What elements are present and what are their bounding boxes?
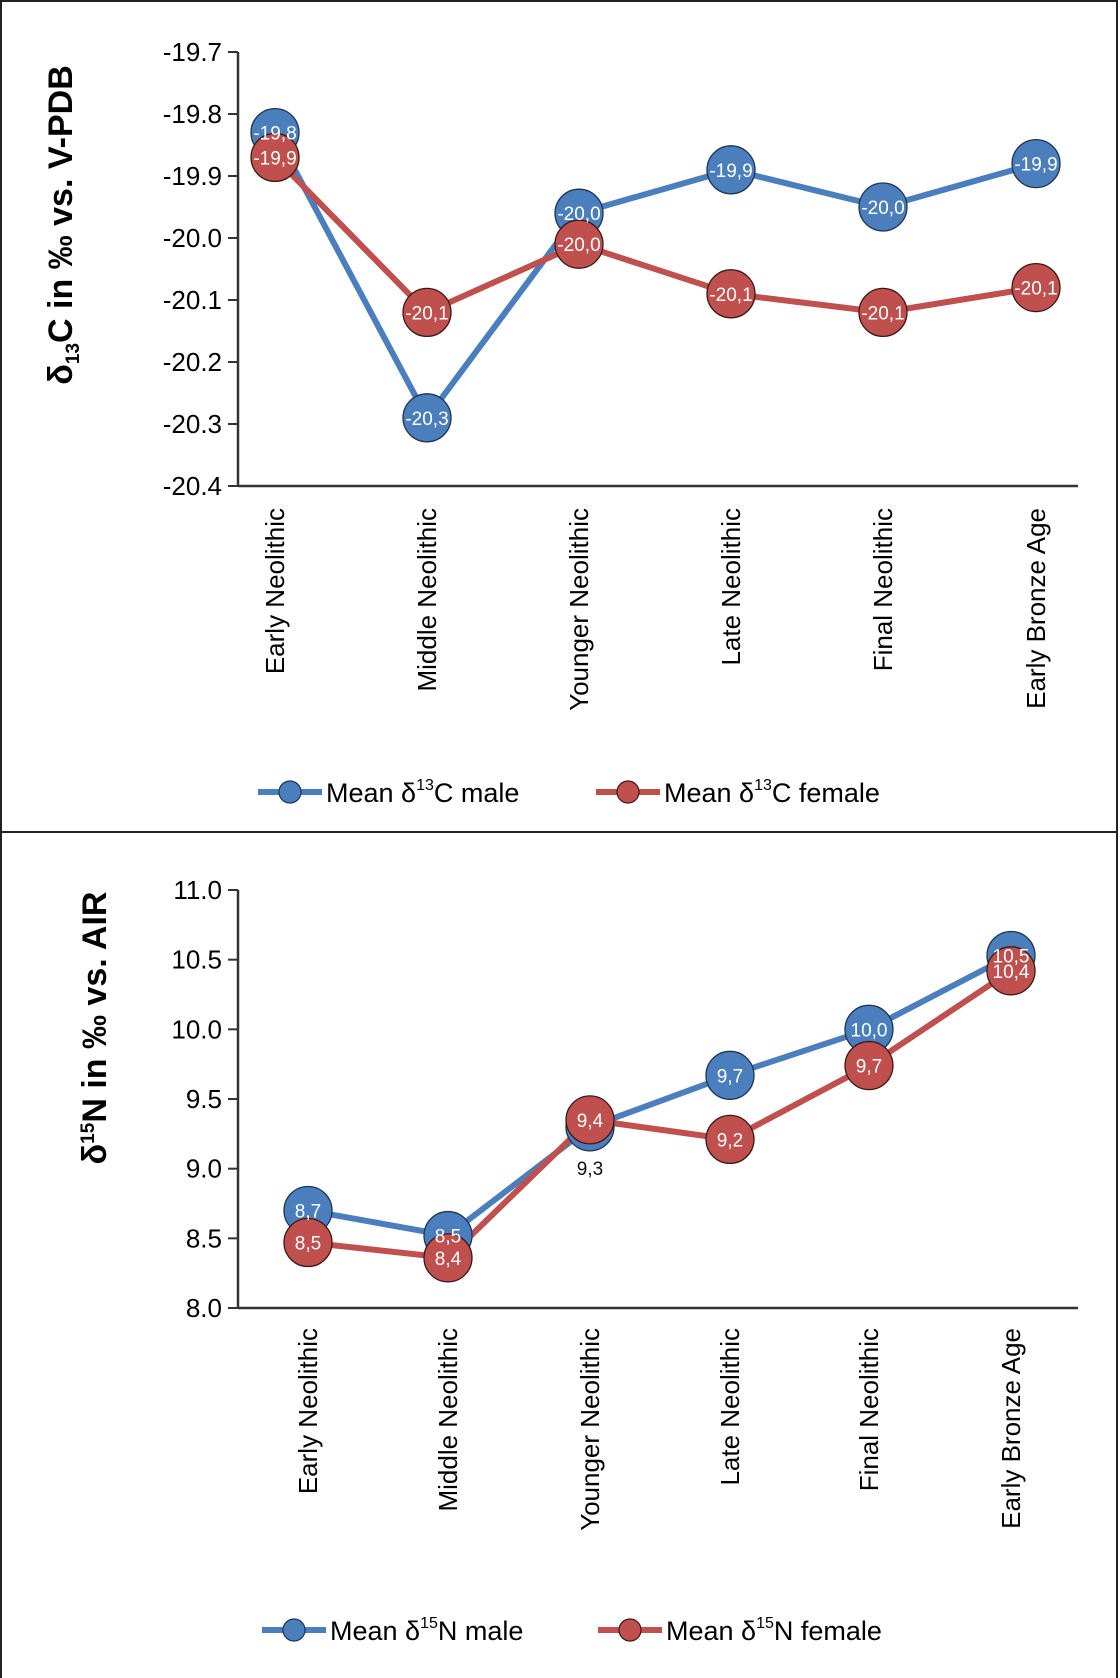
data-point-male [705,1050,755,1100]
series-line-male [307,952,1013,1239]
x-category-label: Final Neolithic [868,508,898,671]
y-tick-label: -20.2 [163,347,222,377]
data-label: 8,4 [435,1249,462,1270]
data-label: -20,1 [1014,279,1057,300]
carbon-legend: Mean δ13C male Mean δ13C female [258,777,880,808]
data-point-female [554,219,604,269]
y-tick-label: -20.4 [163,471,222,501]
legend-item-female-nitrogen: Mean δ15N female [598,1615,882,1646]
data-point-female [565,1095,615,1145]
data-label: 9,7 [717,1066,743,1087]
data-label: -19,9 [1014,155,1057,176]
y-tick-label: -20.1 [163,285,222,315]
data-label: -20,1 [709,285,752,306]
x-category-label: Early Bronze Age [996,1328,1026,1529]
legend-item-male-carbon: Mean δ13C male [258,777,519,808]
nitrogen-y-axis-title: δ15N in ‰ vs. AIR [76,892,114,1165]
y-tick-label: -19.8 [163,99,222,129]
x-category-label: Early Bronze Age [1021,508,1051,709]
nitrogen-series-layer: 8,78,59,39,710,010,58,58,49,49,29,710,4 [283,930,1036,1283]
nitrogen-legend: Mean δ15N male Mean δ15N female [262,1615,882,1646]
legend-marker-female-nitrogen [618,1618,642,1642]
data-point-male [858,182,908,232]
legend-marker-male-carbon [278,780,302,804]
data-point-female [250,132,300,183]
data-label: -19,9 [253,148,296,169]
data-point-female [402,287,452,338]
x-category-label: Late Neolithic [716,508,746,666]
data-label: -20,0 [861,198,904,219]
y-tick-label: 11.0 [173,875,222,905]
legend-item-female-carbon: Mean δ13C female [596,777,880,808]
nitrogen-axes: 11.0 10.5 10.0 9.5 9.0 8.5 8.0 Early Neolithic M… [171,875,1078,1531]
data-label: 8,5 [295,1234,321,1255]
legend-marker-female-carbon [616,780,640,804]
data-point-female [1011,262,1061,313]
data-point-male [1011,138,1061,189]
data-label: -20,0 [557,204,600,225]
legend-marker-male-nitrogen [282,1618,306,1642]
data-point-female [423,1233,473,1283]
nitrogen-chart-panel: δ15N in ‰ vs. AIR 11.0 10.5 10.0 9.5 9.0 8.5 8… [76,875,1078,1646]
carbon-axes: -19.7 -19.8 -19.9 -20.0 -20.1 -20.2 -20.3 -20.4… [163,37,1078,711]
data-point-female [844,1040,894,1091]
data-label: 9,7 [856,1057,882,1078]
y-tick-label: -20.3 [163,409,222,439]
data-label: 10,0 [851,1020,888,1041]
y-tick-label: 8.5 [186,1223,222,1253]
data-label: 8,7 [295,1201,321,1222]
y-tick-label: -20.0 [163,223,222,253]
carbon-y-axis-title: δ13C in ‰ vs. V-PDB [42,65,84,385]
data-point-male [706,145,756,195]
data-label: 8,5 [435,1227,461,1248]
x-category-label: Late Neolithic [715,1328,745,1486]
data-point-male [402,393,452,443]
data-label: 10,5 [993,946,1030,967]
y-tick-label: 9.0 [186,1154,222,1184]
legend-item-male-nitrogen: Mean δ15N male [262,1615,523,1646]
data-point-female [283,1217,333,1268]
series-line-female [272,155,1037,316]
x-category-label: Younger Neolithic [564,508,594,711]
legend-label-female-nitrogen: Mean δ15N female [666,1615,882,1646]
data-label: -19,9 [709,161,752,182]
x-category-label: Younger Neolithic [575,1328,605,1531]
y-tick-label: 9.5 [186,1084,222,1114]
y-tick-label: -19.9 [163,161,222,191]
x-category-label: Middle Neolithic [412,508,442,692]
x-category-label: Middle Neolithic [433,1328,463,1512]
data-point-female [705,1114,755,1165]
y-tick-label: 10.0 [171,1014,222,1044]
legend-label-male-nitrogen: Mean δ15N male [330,1615,523,1646]
data-label: -20,1 [405,303,448,324]
data-label: 9,4 [577,1111,604,1132]
y-tick-label: 8.0 [186,1293,222,1323]
data-label: 9,3 [577,1159,603,1180]
x-category-label: Final Neolithic [854,1328,884,1491]
y-tick-label: -19.7 [163,37,222,67]
data-label: -20,3 [405,409,448,430]
data-label: 9,2 [717,1130,743,1151]
series-line-female [307,968,1013,1261]
carbon-chart-panel: δ13C in ‰ vs. V-PDB -19.7 -19.8 -19.9 -20.0… [42,37,1078,808]
x-category-label: Early Neolithic [293,1328,323,1494]
data-label: 10,4 [993,962,1030,983]
data-point-female [706,269,756,319]
x-category-label: Early Neolithic [260,508,290,674]
legend-label-male-carbon: Mean δ13C male [326,777,519,808]
data-label: -19,8 [253,124,296,145]
legend-label-female-carbon: Mean δ13C female [664,777,880,808]
series-line-male [272,131,1037,421]
data-point-female [858,287,908,338]
data-point-female [986,946,1036,996]
y-tick-label: 10.5 [171,945,222,975]
data-label: -20,1 [861,303,904,324]
carbon-series-layer: -19,8 -20,3 -20,0 -19,9 -20,0 -19,9 -19,9 -20,1… [250,107,1061,443]
data-label: -20,0 [557,235,600,256]
